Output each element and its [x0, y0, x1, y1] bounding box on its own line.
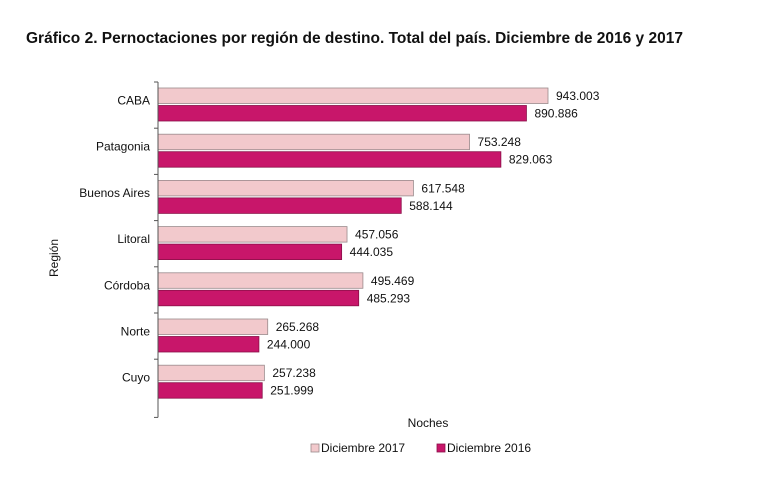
data-label-cuyo-2017: 257.238 [272, 366, 316, 380]
y-axis-title: Región [47, 239, 61, 277]
legend: Diciembre 2017 Diciembre 2016 [310, 441, 531, 455]
data-label-cordoba-2016: 485.293 [367, 291, 411, 305]
y-tick-label-cuyo: Cuyo [122, 371, 150, 385]
y-tick-label-caba: CABA [117, 94, 150, 108]
data-label-cordoba-2017: 495.469 [371, 274, 415, 288]
legend-swatch-2017 [310, 443, 320, 453]
y-tick-label-norte: Norte [121, 325, 151, 339]
bar-norte-2016 [157, 336, 260, 353]
data-label-cuyo-2016: 251.999 [270, 384, 314, 398]
chart-title: Gráfico 2. Pernoctaciones por región de … [26, 30, 683, 47]
data-label-litoral-2016: 444.035 [350, 245, 394, 259]
bar-litoral-2016 [157, 243, 343, 261]
bar-buenos-aires-2016 [157, 197, 402, 214]
bar-caba-2017 [157, 87, 549, 104]
ticks-layer: CABA Patagonia Buenos Aires Litoral Córdoba N… [79, 81, 158, 418]
bars-layer: 943.003 890.886 753.248 829.063 617.548 588.1… [157, 87, 600, 399]
bar-cuyo-2017 [157, 364, 265, 382]
data-label-caba-2017: 943.003 [556, 89, 600, 103]
y-tick-label-buenos-aires: Buenos Aires [79, 186, 150, 200]
legend-label-2017: Diciembre 2017 [321, 441, 405, 455]
data-label-buenos-aires-2017: 617.548 [421, 181, 465, 195]
data-label-norte-2016: 244.000 [267, 338, 311, 352]
legend-swatch-2016 [436, 443, 446, 453]
data-label-patagonia-2016: 829.063 [509, 153, 553, 167]
bar-cordoba-2016 [157, 289, 360, 307]
data-label-patagonia-2017: 753.248 [478, 135, 522, 149]
y-tick-label-litoral: Litoral [117, 232, 150, 246]
data-label-caba-2016: 890.886 [534, 107, 578, 121]
y-tick-label-cordoba: Córdoba [104, 278, 150, 292]
data-label-buenos-aires-2016: 588.144 [409, 199, 453, 213]
x-axis-title: Noches [408, 416, 449, 430]
bar-patagonia-2016 [157, 151, 502, 168]
legend-label-2016: Diciembre 2016 [447, 441, 531, 455]
bar-patagonia-2017 [157, 133, 470, 151]
data-label-norte-2017: 265.268 [276, 320, 320, 334]
bar-caba-2016 [157, 105, 527, 122]
y-tick-label-patagonia: Patagonia [96, 140, 150, 154]
bar-litoral-2017 [157, 226, 348, 243]
bar-buenos-aires-2017 [157, 179, 414, 197]
bar-norte-2017 [157, 318, 269, 335]
data-label-litoral-2017: 457.056 [355, 228, 399, 242]
bar-cuyo-2016 [157, 382, 263, 399]
bar-cordoba-2017 [157, 272, 364, 289]
